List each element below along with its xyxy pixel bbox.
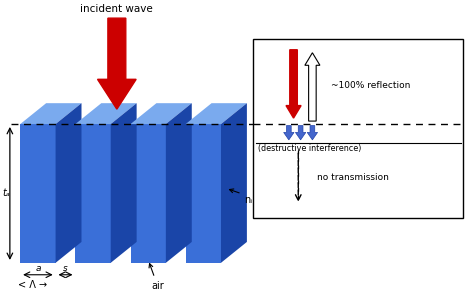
Text: no transmission: no transmission (317, 173, 389, 182)
Polygon shape (20, 103, 82, 124)
FancyArrow shape (307, 125, 318, 140)
Text: < Λ →: < Λ → (18, 280, 47, 290)
Polygon shape (75, 103, 137, 124)
FancyArrow shape (98, 18, 136, 109)
FancyArrow shape (283, 125, 294, 140)
Text: ~100% reflection: ~100% reflection (331, 81, 410, 90)
Polygon shape (111, 103, 137, 263)
Polygon shape (55, 103, 82, 263)
Polygon shape (20, 124, 55, 263)
Text: (destructive interference): (destructive interference) (258, 144, 362, 153)
Polygon shape (186, 124, 221, 263)
Polygon shape (130, 124, 166, 263)
Polygon shape (166, 103, 192, 263)
Text: air: air (149, 264, 164, 291)
Polygon shape (221, 103, 247, 263)
Text: incident wave: incident wave (81, 4, 153, 14)
Text: nᵢ~3.5: nᵢ~3.5 (229, 189, 276, 205)
FancyArrow shape (286, 50, 301, 118)
Text: tₐ: tₐ (2, 188, 10, 198)
Text: a: a (35, 264, 41, 273)
FancyArrow shape (305, 53, 320, 121)
Polygon shape (75, 124, 111, 263)
FancyArrow shape (295, 125, 306, 140)
Polygon shape (130, 103, 192, 124)
Text: s: s (63, 264, 68, 273)
Polygon shape (186, 103, 247, 124)
FancyBboxPatch shape (254, 39, 463, 218)
